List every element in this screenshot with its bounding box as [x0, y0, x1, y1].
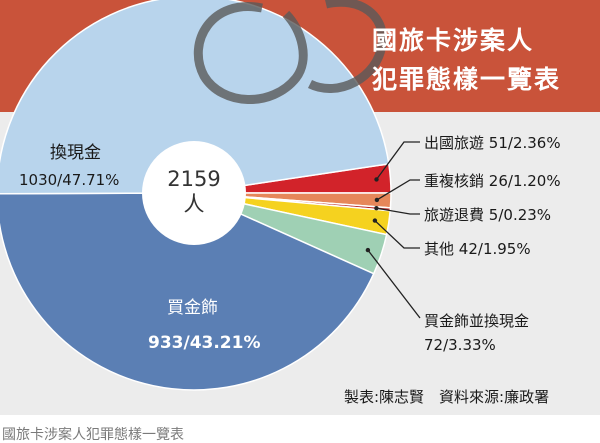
leader-duplicate-writeoff [376, 179, 420, 201]
chart-credit: 製表:陳志賢 資料來源:廉政署 [344, 388, 550, 406]
slice-value-gold-and-cash: 72/3.33% [424, 336, 496, 354]
leader-travel-refund [376, 207, 420, 215]
slice-label-other-name: 其他 [424, 240, 455, 258]
handcuff-icon [193, 2, 308, 104]
chart-title-line-1: 國旅卡涉案人 [372, 26, 535, 55]
slice-gold-jewelry [0, 192, 375, 391]
slice-value-cash-out: 1030/47.71% [19, 171, 120, 189]
leader-duplicate-writeoff-dot [374, 197, 380, 203]
leader-travel-refund-dot [374, 206, 379, 211]
slice-label-duplicate-writeoff-name: 重複核銷 [424, 172, 485, 190]
center-total-unit: 人 [183, 192, 205, 216]
leader-gold-and-cash-dot [365, 247, 371, 253]
slice-label-travel-abroad-value: 51/2.36% [488, 134, 561, 152]
figure-caption: 國旅卡涉案人犯罪態樣一覽表 [2, 427, 184, 443]
slice-label-travel-abroad-name: 出國旅遊 [424, 134, 485, 152]
slice-label-travel-refund-value: 5/0.23% [488, 206, 552, 224]
leader-other [374, 220, 420, 249]
slice-label-gold-jewelry: 買金飾 [167, 298, 218, 318]
slice-label-travel-refund: 旅遊退費 5/0.23% [424, 205, 551, 225]
slice-label-other: 其他 42/1.95% [424, 239, 531, 259]
leader-gold-and-cash [367, 249, 421, 319]
slice-label-other-value: 42/1.95% [458, 240, 531, 258]
center-total-value: 2159 [167, 167, 221, 191]
handcuff-icon-2 [307, 0, 387, 93]
slice-label-travel-refund-name: 旅遊退費 [424, 206, 485, 224]
slice-cash-out [0, 0, 390, 195]
chart-title-line-2: 犯罪態樣一覽表 [372, 65, 562, 94]
leader-other-dot [372, 218, 378, 223]
leader-travel-abroad-dot [374, 177, 379, 182]
leader-travel-abroad [375, 141, 420, 180]
pie-chart [0, 0, 421, 391]
slice-label-cash-out: 換現金 [50, 143, 101, 163]
slice-label-duplicate-writeoff-value: 26/1.20% [488, 172, 561, 190]
pie-center-hole [142, 141, 246, 245]
slice-label-gold-and-cash: 買金飾並換現金 [424, 312, 530, 330]
slice-label-duplicate-writeoff: 重複核銷 26/1.20% [424, 171, 561, 191]
slice-value-gold-jewelry: 933/43.21% [148, 333, 261, 353]
slice-label-travel-abroad: 出國旅遊 51/2.36% [424, 133, 561, 153]
